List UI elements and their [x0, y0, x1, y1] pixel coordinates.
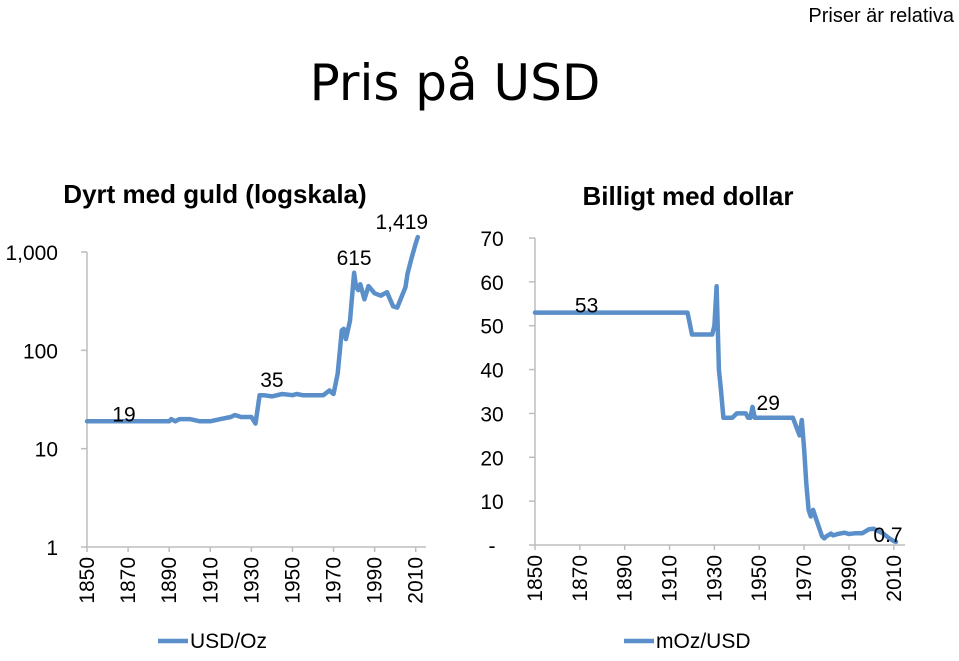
dollar-y-tick-label: 70	[480, 228, 503, 251]
dollar-x-tick-label: 1970	[793, 555, 816, 602]
dollar-data-label: 29	[757, 392, 780, 415]
gold-x-tick-label: 2010	[405, 557, 428, 604]
dollar-y-tick-label: 30	[480, 403, 503, 426]
gold-legend-label: USD/Oz	[190, 630, 267, 653]
gold-x-tick-label: 1930	[240, 557, 263, 604]
gold-x-tick-label: 1990	[364, 557, 387, 604]
gold-x-tick-label: 1910	[199, 557, 222, 604]
dollar-legend-label: mOz/USD	[656, 630, 751, 653]
dollar-data-label: 53	[575, 295, 598, 318]
gold-data-label: 19	[112, 403, 135, 426]
page-title: Pris på USD	[310, 54, 601, 112]
gold-series-line	[84, 234, 421, 426]
dollar-x-tick-label: 2010	[883, 555, 906, 602]
dollar-x-tick-label: 1930	[703, 555, 726, 602]
gold-x-tick-label: 1850	[76, 557, 99, 604]
gold-y-tick-label: 1,000	[5, 242, 58, 265]
gold-y-tick-label: 10	[35, 439, 58, 462]
gold-x-tick-label: 1890	[158, 557, 181, 604]
dollar-y-tick-label: 10	[480, 491, 503, 514]
dollar-chart-title: Billigt med dollar	[583, 181, 794, 211]
dollar-y-tick-label: 40	[480, 360, 503, 383]
dollar-x-tick-label: 1870	[569, 555, 592, 602]
dollar-y-tick-label: 50	[480, 316, 503, 339]
dollar-x-tick-label: 1910	[659, 555, 682, 602]
gold-data-label: 35	[260, 369, 283, 392]
note-text: Priser är relativa	[808, 5, 954, 27]
dollar-data-label: 0.7	[873, 524, 902, 547]
dollar-series-line	[532, 283, 899, 545]
gold-data-label: 615	[337, 247, 372, 270]
gold-y-tick-label: 100	[23, 340, 58, 363]
dollar-x-tick-label: 1850	[524, 555, 547, 602]
gold-x-tick-label: 1870	[117, 557, 140, 604]
dollar-x-tick-label: 1990	[838, 555, 861, 602]
dollar-x-tick-label: 1890	[614, 555, 637, 602]
charts-group: Dyrt med guld (logskala) 1 10 100 1,000 1850 1…	[5, 179, 905, 653]
dollar-x-tick-label: 1950	[748, 555, 771, 602]
dollar-y-tick-label: -	[489, 535, 496, 558]
gold-chart-title: Dyrt med guld (logskala)	[63, 179, 366, 209]
gold-x-tick-label: 1950	[281, 557, 304, 604]
gold-data-label: 1,419	[376, 211, 429, 234]
dollar-y-tick-label: 20	[480, 447, 503, 470]
dollar-y-tick-label: 60	[480, 272, 503, 295]
gold-y-tick-label: 1	[46, 537, 58, 560]
gold-x-tick-label: 1970	[323, 557, 346, 604]
